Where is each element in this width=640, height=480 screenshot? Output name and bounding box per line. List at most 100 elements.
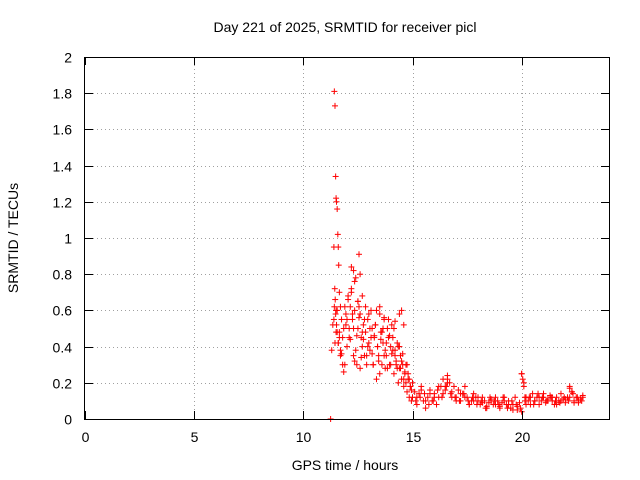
data-point: [341, 303, 348, 310]
data-point: [552, 397, 559, 404]
data-point: [334, 329, 341, 336]
y-tick-label: 1.6: [53, 122, 73, 138]
data-point: [518, 408, 525, 415]
data-point: [579, 394, 586, 401]
data-point: [455, 387, 462, 394]
x-axis-label: GPS time / hours: [292, 457, 399, 473]
data-point: [431, 394, 438, 401]
data-point: [438, 394, 445, 401]
data-point: [521, 397, 528, 404]
data-point: [487, 394, 494, 401]
data-point: [557, 390, 564, 397]
data-point: [357, 365, 364, 372]
data-point: [368, 334, 375, 341]
data-point: [365, 339, 372, 346]
data-point: [331, 303, 338, 310]
data-point: [350, 325, 357, 332]
data-point: [425, 401, 432, 408]
data-point: [363, 352, 370, 359]
data-point: [331, 88, 338, 95]
data-point: [496, 405, 503, 412]
y-tick-label: 1.2: [53, 195, 73, 211]
data-point: [340, 325, 347, 332]
y-tick-label: 1.8: [53, 86, 73, 102]
data-point: [347, 303, 354, 310]
data-point: [331, 285, 338, 292]
data-point: [382, 347, 389, 354]
data-point: [377, 336, 384, 343]
y-tick-label: 0: [64, 412, 72, 428]
data-point: [338, 316, 345, 323]
data-point: [571, 399, 578, 406]
data-point: [539, 394, 546, 401]
data-point: [400, 376, 407, 383]
data-point: [376, 370, 383, 377]
data-point: [491, 397, 498, 404]
data-point: [365, 311, 372, 318]
data-point: [390, 325, 397, 332]
data-point: [509, 406, 516, 413]
x-tick-label: 20: [515, 429, 531, 445]
data-point: [359, 292, 366, 299]
data-point: [505, 401, 512, 408]
data-point: [393, 358, 400, 365]
data-point: [540, 390, 547, 397]
data-point: [333, 307, 340, 314]
data-point: [530, 401, 537, 408]
data-point: [353, 361, 360, 368]
data-point: [392, 318, 399, 325]
data-point: [526, 394, 533, 401]
data-point: [389, 334, 396, 341]
data-point: [369, 350, 376, 357]
data-point: [400, 383, 407, 390]
data-point: [416, 390, 423, 397]
data-point: [370, 361, 377, 368]
data-point: [574, 394, 581, 401]
data-point: [518, 370, 525, 377]
data-point: [396, 311, 403, 318]
data-point: [342, 321, 349, 328]
data-point: [548, 394, 555, 401]
data-point: [565, 397, 572, 404]
data-point: [351, 278, 358, 285]
data-point: [354, 298, 361, 305]
data-point: [366, 347, 373, 354]
data-point: [421, 390, 428, 397]
data-point: [344, 343, 350, 350]
data-point: [469, 394, 476, 401]
y-tick-label: 0.2: [53, 376, 73, 392]
data-point: [500, 394, 507, 401]
data-point: [434, 387, 441, 394]
data-point: [330, 244, 337, 251]
data-point: [376, 303, 383, 310]
data-point: [376, 311, 383, 318]
data-point: [578, 397, 585, 404]
y-tick-label: 0.8: [53, 267, 73, 283]
data-point: [348, 289, 355, 296]
data-point: [337, 347, 344, 354]
data-point: [358, 354, 365, 361]
data-point: [568, 388, 575, 395]
data-point: [334, 206, 341, 213]
data-point: [372, 321, 379, 328]
x-tick-label: 10: [296, 429, 312, 445]
data-point: [561, 394, 568, 401]
data-point: [424, 394, 431, 401]
data-point: [398, 307, 405, 314]
data-point: [519, 376, 526, 383]
y-tick-label: 1.4: [53, 159, 73, 175]
data-point: [381, 314, 388, 321]
data-point: [373, 376, 380, 383]
y-axis-label: SRMTID / TECUs: [5, 183, 21, 293]
y-tick-label: 0.4: [53, 340, 73, 356]
data-point: [470, 397, 477, 404]
data-point: [385, 316, 392, 323]
data-point: [360, 321, 367, 328]
data-point: [501, 397, 508, 404]
data-point: [333, 198, 340, 205]
data-point: [461, 383, 468, 390]
data-point: [330, 316, 337, 323]
data-point: [553, 401, 560, 408]
data-point: [538, 397, 545, 404]
